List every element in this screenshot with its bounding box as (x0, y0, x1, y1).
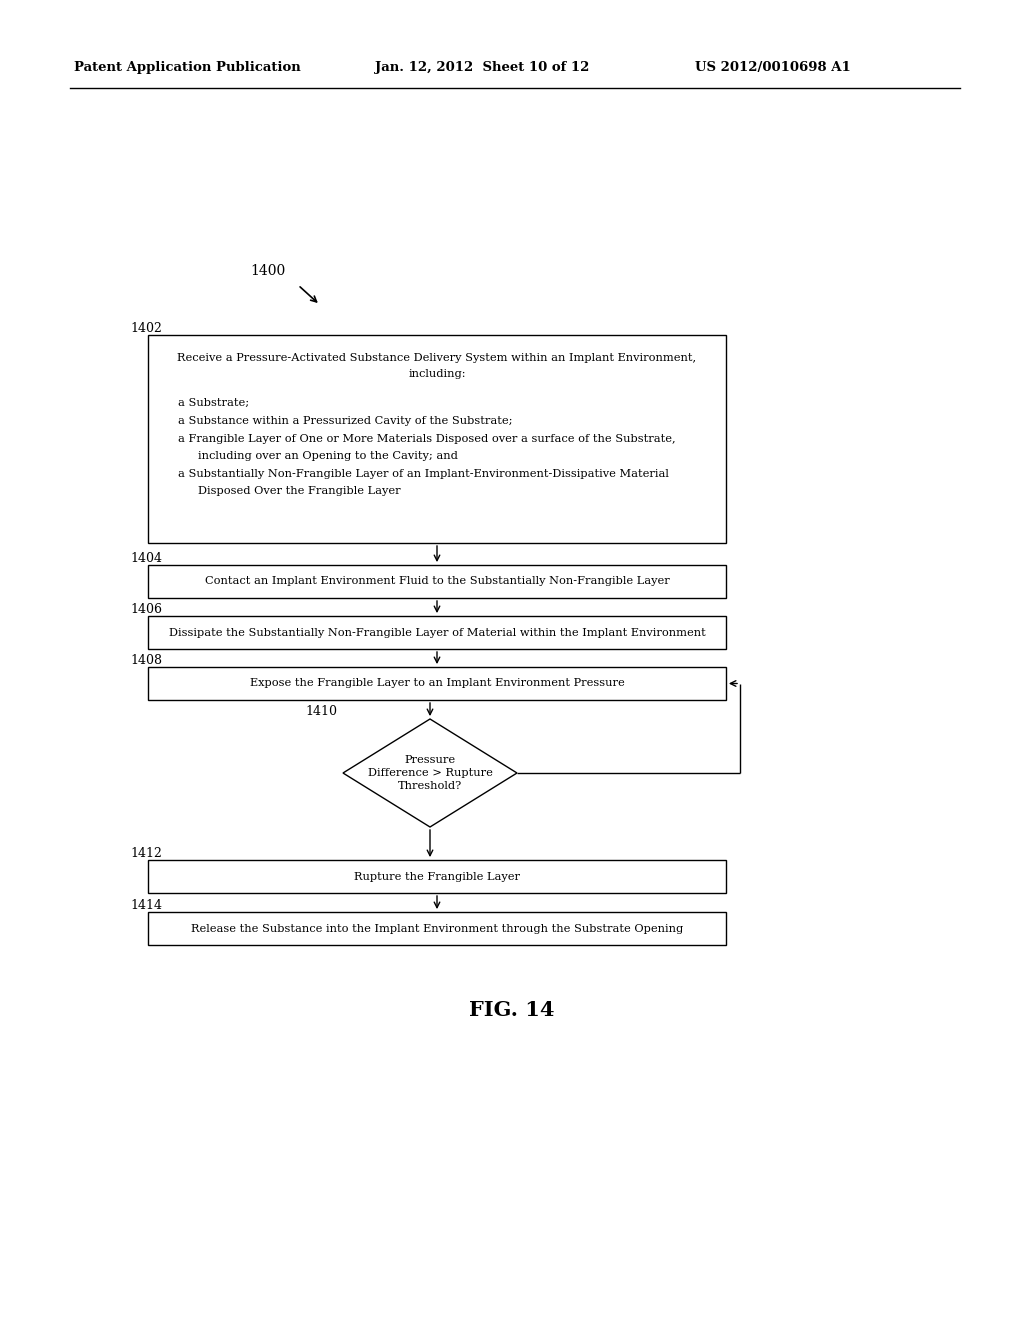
Text: FIG. 14: FIG. 14 (469, 1001, 555, 1020)
Text: Dissipate the Substantially Non-Frangible Layer of Material within the Implant E: Dissipate the Substantially Non-Frangibl… (169, 627, 706, 638)
Bar (148, 861, 726, 894)
Text: a Substantially Non-Frangible Layer of an Implant-Environment-Dissipative Materi: a Substantially Non-Frangible Layer of a… (178, 469, 669, 479)
Text: a Substrate;: a Substrate; (178, 399, 249, 408)
Bar (148, 616, 726, 649)
Text: Expose the Frangible Layer to an Implant Environment Pressure: Expose the Frangible Layer to an Implant… (250, 678, 625, 689)
Text: Pressure
Difference > Rupture
Threshold?: Pressure Difference > Rupture Threshold? (368, 755, 493, 791)
Text: including:: including: (409, 370, 466, 379)
Bar (148, 565, 726, 598)
Text: Rupture the Frangible Layer: Rupture the Frangible Layer (354, 871, 520, 882)
Polygon shape (343, 719, 517, 828)
Text: 1406: 1406 (130, 603, 162, 616)
Text: a Frangible Layer of One or More Materials Disposed over a surface of the Substr: a Frangible Layer of One or More Materia… (178, 434, 676, 444)
Text: 1410: 1410 (305, 705, 337, 718)
Text: Release the Substance into the Implant Environment through the Substrate Opening: Release the Substance into the Implant E… (190, 924, 683, 933)
Bar (148, 667, 726, 700)
Text: 1412: 1412 (130, 847, 162, 861)
Text: Jan. 12, 2012  Sheet 10 of 12: Jan. 12, 2012 Sheet 10 of 12 (375, 62, 590, 74)
Text: Patent Application Publication: Patent Application Publication (74, 62, 301, 74)
Text: including over an Opening to the Cavity; and: including over an Opening to the Cavity;… (198, 451, 458, 461)
Text: Receive a Pressure-Activated Substance Delivery System within an Implant Environ: Receive a Pressure-Activated Substance D… (177, 352, 696, 363)
Text: 1404: 1404 (130, 552, 162, 565)
Text: 1402: 1402 (130, 322, 162, 335)
Text: 1400: 1400 (250, 264, 286, 279)
Text: a Substance within a Pressurized Cavity of the Substrate;: a Substance within a Pressurized Cavity … (178, 416, 512, 426)
Text: 1408: 1408 (130, 653, 162, 667)
Bar (148, 335, 726, 543)
Bar (148, 912, 726, 945)
Text: US 2012/0010698 A1: US 2012/0010698 A1 (695, 62, 851, 74)
Text: 1414: 1414 (130, 899, 162, 912)
Text: Contact an Implant Environment Fluid to the Substantially Non-Frangible Layer: Contact an Implant Environment Fluid to … (205, 577, 670, 586)
Text: Disposed Over the Frangible Layer: Disposed Over the Frangible Layer (198, 486, 400, 496)
